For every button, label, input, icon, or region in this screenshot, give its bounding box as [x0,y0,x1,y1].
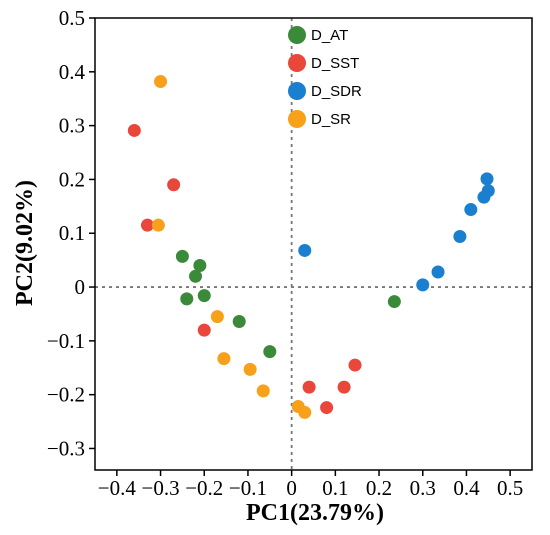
y-axis-title: PC2(9.02%) [12,180,38,306]
x-tick-label: −0.2 [185,476,223,500]
point-d-sst-1 [127,123,141,137]
point-d-sst-3 [140,218,154,232]
x-tick-label: 0.1 [322,476,348,500]
point-d-sst-6 [320,401,334,415]
y-tick-label: 0.1 [59,221,85,245]
point-d-sdr-8 [481,184,495,198]
legend-marker-d-sdr [288,82,306,100]
x-tick-label: 0.2 [366,476,392,500]
point-d-sr-8 [298,405,312,419]
point-d-sst-2 [167,178,181,192]
x-axis-ticks: −0.4 −0.3 −0.2 −0.1 0 0.1 0.2 0.3 0.4 0.5 [98,470,523,500]
legend-marker-d-sr [288,110,306,128]
legend-label-d-sdr: D_SDR [311,83,362,100]
x-tick-label: −0.1 [229,476,267,500]
x-axis-title: PC1(23.79%) [246,500,384,526]
x-tick-label: 0.5 [497,476,523,500]
x-tick-label: −0.4 [98,476,137,500]
x-tick-label: 0.3 [410,476,436,500]
point-d-sr-6 [256,384,270,398]
point-d-at-7 [263,345,277,359]
y-tick-label: 0 [75,275,86,299]
legend-label-d-sr: D_SR [311,111,351,128]
plot-border [94,17,533,471]
point-d-sdr-3 [431,265,445,279]
point-d-sr-1 [154,74,168,88]
point-d-at-4 [180,292,194,306]
point-d-sdr-7 [480,172,494,186]
y-tick-label: 0.3 [59,114,85,138]
x-tick-label: 0.4 [453,476,480,500]
x-tick-label: 0 [286,476,297,500]
point-d-sdr-1 [298,243,312,257]
y-tick-label: −0.3 [47,436,85,460]
point-d-sst-5 [302,380,316,394]
point-d-sr-4 [217,352,231,366]
point-d-sr-2 [151,218,165,232]
point-d-at-6 [232,314,246,328]
point-d-sdr-2 [416,278,430,292]
point-d-sdr-5 [464,203,478,217]
plot-frame [94,17,533,471]
point-d-sr-3 [210,310,224,324]
point-d-sst-4 [197,323,211,337]
point-d-at-3 [189,269,203,283]
legend-label-d-sst: D_SST [311,55,359,72]
legend: D_AT D_SST D_SDR D_SR [288,26,362,128]
y-axis-ticks: −0.3 −0.2 −0.1 0 0.1 0.2 0.3 0.4 0.5 [47,6,95,460]
legend-marker-d-at [288,26,306,44]
reference-lines [95,18,532,470]
y-tick-label: 0.4 [59,60,86,84]
point-d-sst-7 [337,380,351,394]
legend-label-d-at: D_AT [311,27,348,44]
y-tick-label: 0.2 [59,167,85,191]
data-points [127,74,495,419]
y-tick-label: 0.5 [59,6,85,30]
point-d-at-1 [175,249,189,263]
legend-marker-d-sst [288,54,306,72]
point-d-sdr-4 [453,229,467,243]
point-d-at-5 [197,289,211,303]
point-d-at-2 [193,259,207,273]
point-d-at-8 [387,295,401,309]
y-tick-label: −0.2 [47,383,85,407]
y-tick-label: −0.1 [47,329,85,353]
point-d-sst-8 [348,358,362,372]
point-d-sr-5 [243,362,257,376]
x-tick-label: −0.3 [142,476,180,500]
